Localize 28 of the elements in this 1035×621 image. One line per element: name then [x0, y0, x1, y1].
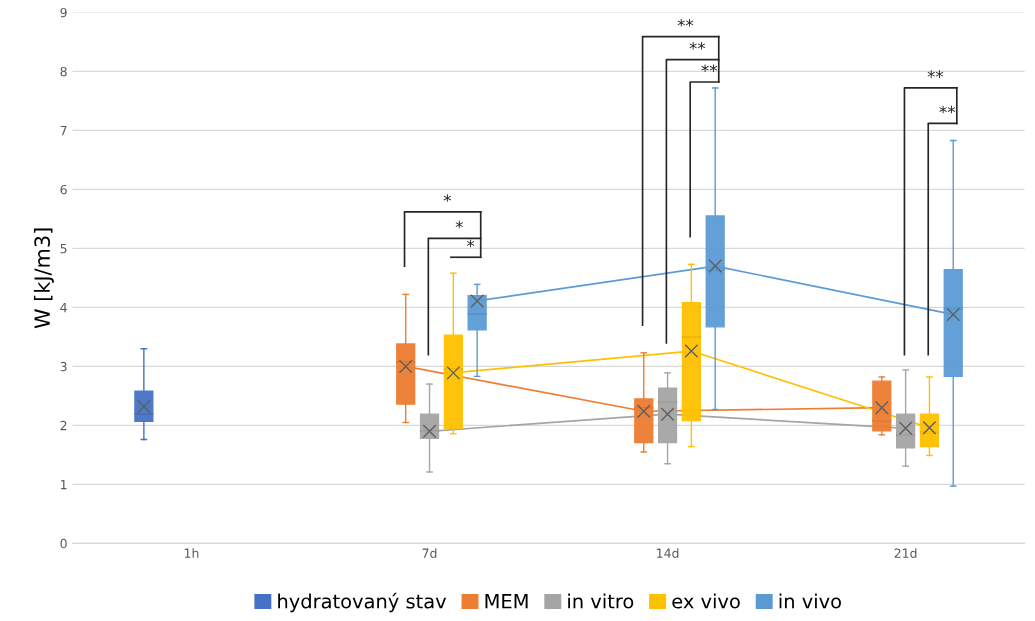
x-tick-label: 21d — [894, 548, 917, 558]
annotation: * — [455, 220, 463, 229]
annotation: ** — [939, 105, 956, 114]
y-tick-label: 5 — [60, 244, 67, 254]
legend-label: hydratovaný stav — [278, 592, 447, 613]
legend-label: MEM — [485, 594, 528, 609]
y-tick-label: 9 — [60, 7, 67, 18]
annotation: ** — [677, 19, 694, 27]
y-tick-label: 7 — [60, 126, 67, 136]
y-tick-label: 0 — [60, 538, 67, 549]
y-tick-label: 1 — [61, 480, 67, 490]
x-tick-label: 1h — [184, 548, 199, 558]
annotation: ** — [701, 64, 718, 73]
annotation: * — [443, 194, 452, 202]
y-tick-label: 4 — [60, 303, 67, 313]
legend-label: ex vivo — [672, 593, 740, 609]
legend-label: in vivo — [779, 593, 841, 609]
annotation: * — [466, 239, 475, 248]
legend-label: in vitro — [568, 593, 634, 609]
annotation: ** — [689, 42, 706, 50]
x-tick-label: 14d — [657, 548, 679, 558]
annotation: ** — [927, 70, 944, 78]
y-tick-label: 3 — [60, 361, 67, 372]
y-axis-title: W [kJ/m3] — [33, 228, 54, 329]
y-tick-label: 8 — [60, 66, 67, 77]
y-tick-label: 6 — [60, 184, 67, 195]
x-tick-label: 7d — [422, 548, 437, 558]
y-tick-label: 2 — [60, 420, 67, 431]
